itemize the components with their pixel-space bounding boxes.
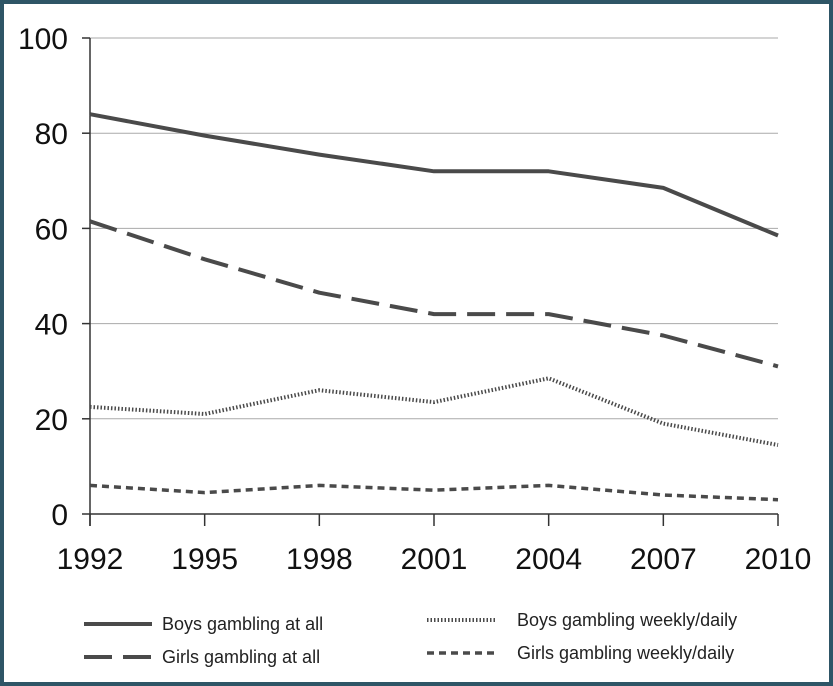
x-tick-label: 1998 xyxy=(286,543,353,576)
series-line-3 xyxy=(89,376,779,447)
legend: Boys gambling at all Girls gambling at al… xyxy=(84,610,737,667)
x-tick-label: 1992 xyxy=(57,543,124,576)
x-tick-label: 2001 xyxy=(401,543,468,576)
y-tick-label: 100 xyxy=(18,23,68,56)
y-tick-label: 40 xyxy=(35,309,68,342)
series-line-1 xyxy=(89,112,779,238)
axes xyxy=(82,37,779,526)
series-line-4 xyxy=(89,483,779,502)
x-tick-label: 2010 xyxy=(745,543,812,576)
x-tick-labels: 1992 1995 1998 2001 2004 2007 2010 xyxy=(57,543,812,576)
gridlines xyxy=(90,37,778,420)
y-tick-label: 60 xyxy=(35,213,68,246)
y-tick-labels: 0 20 40 60 80 100 xyxy=(18,23,68,532)
x-tick-label: 2007 xyxy=(630,543,697,576)
legend-label: Boys gambling weekly/daily xyxy=(517,610,737,630)
y-tick-label: 20 xyxy=(35,404,68,437)
x-tick-label: 2004 xyxy=(515,543,582,576)
legend-label: Girls gambling at all xyxy=(162,647,320,667)
series-line-2 xyxy=(89,219,779,369)
series-lines xyxy=(89,112,779,502)
chart-panel: 0 20 40 60 80 100 1992 1995 1998 2001 2004 2007 201… xyxy=(4,4,829,682)
y-tick-label: 0 xyxy=(51,499,68,532)
line-chart: 0 20 40 60 80 100 1992 1995 1998 2001 2004 2007 201… xyxy=(18,23,812,667)
legend-label: Boys gambling at all xyxy=(162,614,323,634)
legend-label: Girls gambling weekly/daily xyxy=(517,643,734,663)
x-tick-label: 1995 xyxy=(171,543,238,576)
y-tick-label: 80 xyxy=(35,118,68,151)
